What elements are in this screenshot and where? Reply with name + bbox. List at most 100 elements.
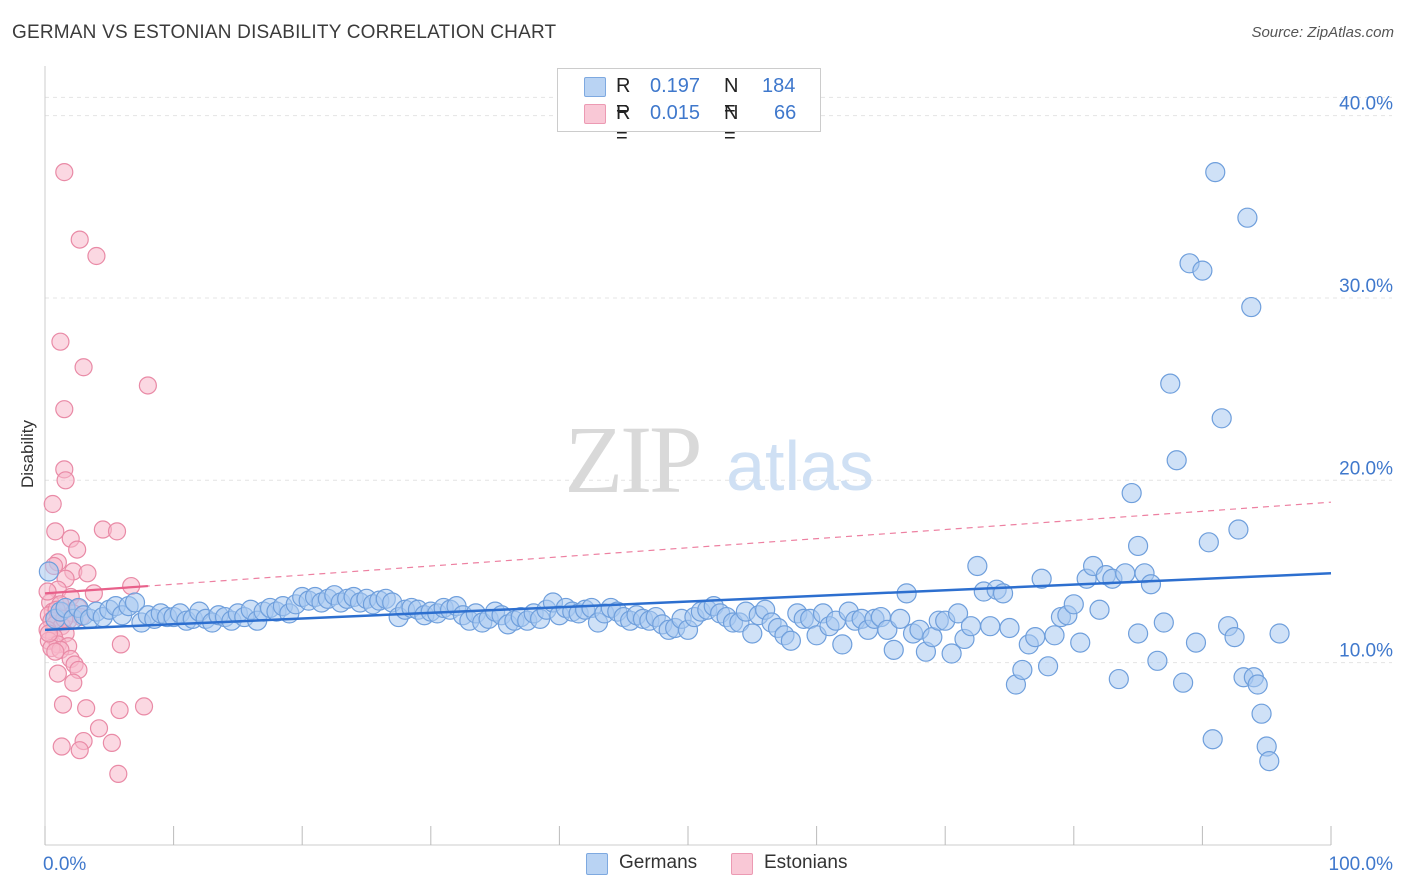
germans-point bbox=[1140, 574, 1162, 595]
estonians-point bbox=[70, 741, 89, 760]
germans-point bbox=[960, 616, 982, 637]
germans-point bbox=[877, 619, 898, 640]
grid-lines bbox=[45, 96, 1392, 664]
germans-point bbox=[1037, 656, 1059, 677]
bottom-legend-label-estonians: Estonians bbox=[764, 852, 848, 873]
estonians-point bbox=[87, 246, 106, 266]
germans-point bbox=[1121, 482, 1142, 504]
y-tick-label: 20.0% bbox=[1339, 458, 1393, 479]
germans-point bbox=[1173, 672, 1194, 693]
germans-point bbox=[1147, 650, 1168, 671]
germans-point bbox=[941, 643, 962, 664]
germans-point bbox=[1237, 207, 1258, 228]
legend-r-value: 0.015 bbox=[650, 102, 701, 124]
estonians-point bbox=[53, 695, 73, 714]
legend: R = 0.197 N = 184 R = 0.015 N = 66 bbox=[557, 68, 821, 147]
germans-point bbox=[1044, 625, 1065, 646]
germans-point bbox=[742, 623, 763, 644]
y-axis-label: Disability bbox=[18, 419, 37, 489]
estonians-point bbox=[78, 564, 97, 583]
germans-point bbox=[1269, 623, 1290, 644]
x-tick-label: 100.0% bbox=[1329, 854, 1394, 875]
legend-n-label: N = bbox=[724, 102, 739, 147]
tick-labels: 10.0% 20.0% 30.0% 40.0% 0.0% 100.0% bbox=[43, 94, 1393, 875]
germans-point bbox=[999, 617, 1020, 639]
bottom-legend-swatch-estonians bbox=[731, 853, 753, 875]
legend-r-label: R = bbox=[616, 102, 631, 147]
germans-point bbox=[967, 555, 988, 577]
estonians-point bbox=[138, 376, 157, 395]
estonians-point bbox=[38, 582, 57, 601]
germans-point bbox=[1185, 632, 1207, 653]
estonians-point bbox=[109, 764, 128, 783]
bottom-legend-label-germans: Germans bbox=[619, 852, 698, 873]
estonians-point bbox=[84, 584, 103, 603]
chart-title: GERMAN VS ESTONIAN DISABILITY CORRELATIO… bbox=[12, 22, 557, 43]
legend-n-value: 184 bbox=[762, 75, 796, 97]
germans-point bbox=[890, 608, 911, 629]
germans-point bbox=[1224, 627, 1245, 648]
germans-point bbox=[1202, 729, 1223, 750]
estonians-trend-line bbox=[44, 584, 148, 595]
source-label: Source: ZipAtlas.com bbox=[1251, 24, 1394, 41]
estonians-point bbox=[107, 522, 127, 541]
legend-r-value: 0.197 bbox=[650, 75, 701, 97]
estonians-point bbox=[46, 522, 65, 541]
germans-point bbox=[1153, 612, 1174, 633]
germans-point bbox=[832, 634, 853, 655]
germans-point bbox=[1259, 751, 1280, 772]
germans-point bbox=[1241, 296, 1262, 318]
germans-point bbox=[1115, 563, 1136, 584]
estonians-point bbox=[74, 358, 93, 377]
germans-point bbox=[1166, 450, 1187, 471]
germans-point bbox=[780, 630, 801, 651]
estonians-point bbox=[102, 733, 121, 752]
germans-point bbox=[1031, 568, 1052, 589]
estonians-point bbox=[110, 700, 129, 720]
legend-n-value: 66 bbox=[774, 102, 797, 124]
germans-point bbox=[883, 639, 904, 660]
germans-point bbox=[1251, 703, 1272, 724]
germans-point bbox=[124, 592, 146, 613]
estonians-points bbox=[38, 163, 157, 783]
germans-point bbox=[1247, 674, 1268, 695]
germans-point bbox=[1160, 373, 1181, 394]
legend-swatch-estonians bbox=[584, 104, 606, 124]
y-tick-label: 40.0% bbox=[1339, 94, 1393, 115]
y-tick-label: 30.0% bbox=[1339, 276, 1393, 297]
germans-point bbox=[1089, 599, 1110, 620]
germans-point bbox=[947, 603, 969, 624]
estonians-point bbox=[77, 699, 96, 718]
germans-point bbox=[1012, 659, 1033, 681]
estonians-trend-line-dashed bbox=[44, 501, 1332, 594]
estonians-point bbox=[89, 719, 109, 738]
estonians-point bbox=[46, 642, 65, 661]
germans-point bbox=[1070, 632, 1091, 653]
watermark-atlas: atlas bbox=[726, 427, 874, 505]
germans-point bbox=[1025, 627, 1046, 648]
legend-swatch-germans bbox=[584, 77, 606, 97]
germans-point bbox=[1228, 519, 1249, 540]
y-tick-label: 10.0% bbox=[1339, 641, 1393, 662]
watermark: ZIP atlas bbox=[565, 406, 874, 513]
estonians-point bbox=[55, 163, 74, 182]
legend-r-label: R = bbox=[616, 75, 631, 120]
trend-lines bbox=[44, 501, 1332, 632]
watermark-zip: ZIP bbox=[565, 406, 700, 513]
estonians-point bbox=[111, 635, 130, 654]
estonians-point bbox=[64, 673, 83, 692]
germans-point bbox=[38, 561, 59, 582]
germans-point bbox=[1063, 594, 1084, 615]
axes bbox=[44, 66, 1332, 846]
estonians-point bbox=[43, 494, 62, 514]
x-tick-label: 0.0% bbox=[43, 854, 86, 875]
germans-point bbox=[1108, 668, 1129, 690]
germans-trend-line bbox=[44, 572, 1332, 632]
estonians-point bbox=[52, 737, 71, 756]
estonians-point bbox=[134, 697, 154, 716]
germans-point bbox=[1127, 623, 1149, 644]
germans-point bbox=[1198, 532, 1219, 553]
estonians-point bbox=[56, 471, 75, 490]
germans-point bbox=[1205, 162, 1226, 183]
